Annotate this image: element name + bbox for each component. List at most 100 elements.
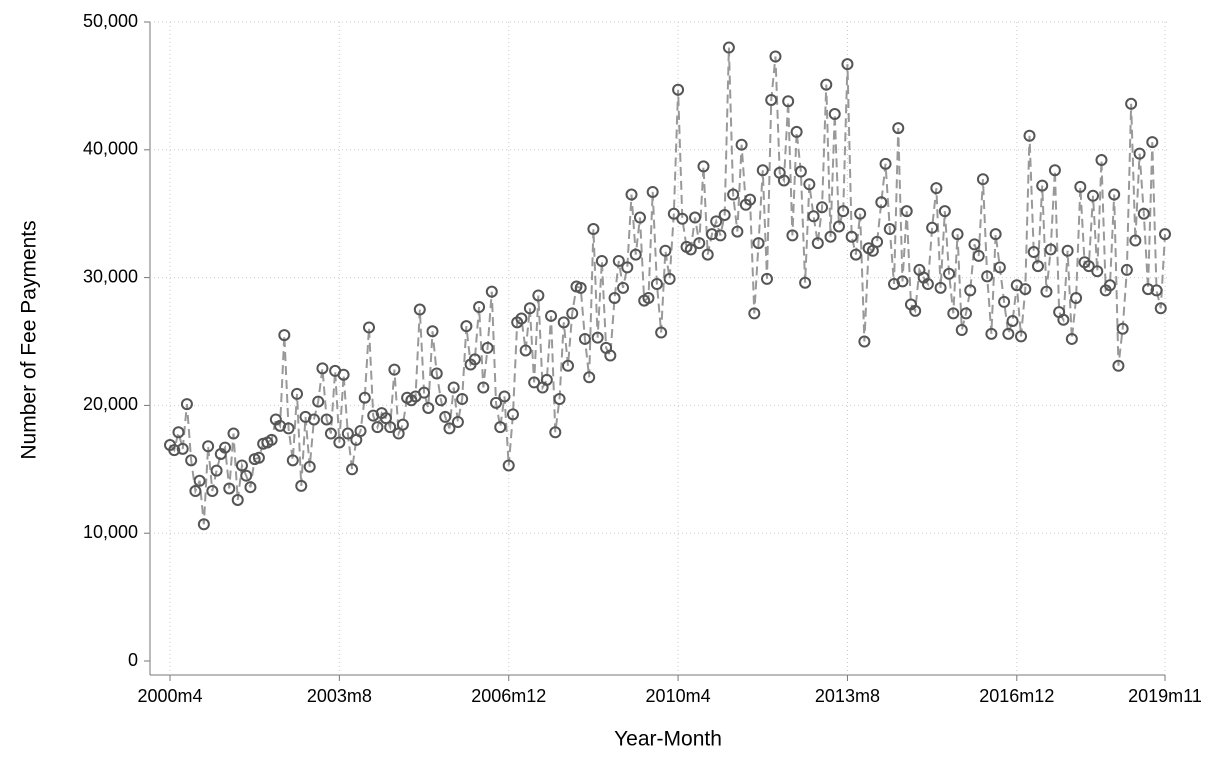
data-point	[1061, 244, 1074, 257]
data-point	[477, 381, 490, 394]
data-point	[934, 281, 947, 294]
data-point	[989, 228, 1002, 241]
data-point	[735, 138, 748, 151]
y-tick-label: 50,000	[83, 11, 138, 31]
data-point	[235, 459, 248, 472]
data-point	[926, 221, 939, 234]
data-point	[849, 248, 862, 261]
data-point	[629, 248, 642, 261]
data-point	[172, 426, 185, 439]
data-point	[820, 78, 833, 91]
data-point	[485, 285, 498, 298]
data-point	[219, 441, 232, 454]
data-point	[1125, 97, 1138, 110]
data-point	[180, 398, 193, 411]
data-point	[879, 157, 892, 170]
data-point	[185, 454, 198, 467]
data-point	[1027, 246, 1040, 259]
data-point	[604, 349, 617, 362]
data-point	[1091, 265, 1104, 278]
data-point	[502, 459, 515, 472]
data-point	[722, 41, 735, 54]
x-tick-label: 2016m12	[979, 686, 1054, 706]
data-point	[388, 363, 401, 376]
data-point	[447, 381, 460, 394]
data-point	[371, 421, 384, 434]
data-point	[871, 235, 884, 248]
data-point	[282, 422, 295, 435]
data-point	[358, 391, 371, 404]
data-point	[515, 312, 528, 325]
x-axis-title: Year-Month	[614, 728, 722, 751]
data-point	[1065, 332, 1078, 345]
data-point	[439, 410, 452, 423]
data-point	[642, 292, 655, 305]
data-point	[1006, 315, 1019, 328]
data-point	[655, 326, 668, 339]
data-point	[1103, 279, 1116, 292]
data-point	[612, 254, 625, 267]
x-tick-label: 2006m12	[471, 686, 546, 706]
data-point	[337, 368, 350, 381]
data-point	[1036, 179, 1049, 192]
data-point	[1146, 136, 1159, 149]
data-point	[1112, 359, 1125, 372]
y-tick-label: 10,000	[83, 522, 138, 542]
data-point	[363, 321, 375, 334]
data-point	[689, 211, 702, 224]
data-point	[837, 205, 850, 218]
data-point	[841, 58, 854, 71]
data-point	[1023, 129, 1036, 142]
data-point	[892, 122, 905, 135]
data-point	[782, 95, 795, 108]
data-point	[646, 185, 659, 198]
data-point	[621, 261, 634, 274]
data-point	[858, 335, 871, 348]
data-point	[587, 223, 600, 236]
data-line	[169, 47, 1166, 525]
data-point	[714, 229, 727, 242]
x-tick-label: 2013m8	[815, 686, 880, 706]
data-point	[1040, 285, 1053, 298]
data-point	[291, 387, 304, 400]
data-point	[168, 444, 181, 457]
data-point	[883, 223, 896, 236]
data-point	[955, 323, 968, 336]
data-point	[943, 267, 956, 280]
data-point	[705, 228, 718, 241]
data-point	[625, 188, 638, 201]
data-point	[295, 479, 308, 492]
data-point	[244, 481, 257, 494]
y-tick-label: 40,000	[83, 139, 138, 159]
data-point	[710, 215, 723, 228]
data-point	[265, 433, 278, 446]
data-point	[752, 237, 765, 250]
data-point	[498, 390, 511, 403]
data-point	[633, 211, 646, 224]
data-point	[418, 386, 431, 399]
data-point	[981, 270, 994, 283]
data-point	[972, 249, 985, 262]
data-point	[824, 230, 837, 243]
data-point	[578, 332, 591, 345]
data-point	[803, 178, 816, 191]
y-tick-label: 0	[128, 650, 138, 670]
data-point	[532, 289, 545, 302]
data-point	[591, 331, 604, 344]
data-point	[566, 307, 579, 320]
data-point	[976, 173, 989, 186]
data-point	[473, 300, 486, 313]
data-point	[346, 463, 359, 476]
data-point	[1095, 154, 1108, 167]
data-point	[210, 464, 223, 477]
data-point	[790, 125, 803, 138]
data-point	[1133, 147, 1146, 160]
data-point	[252, 451, 265, 464]
data-point	[490, 396, 503, 409]
data-point	[481, 341, 494, 354]
data-point	[617, 281, 630, 294]
data-point	[523, 302, 536, 315]
data-point	[1129, 234, 1142, 247]
y-tick-label: 30,000	[83, 266, 138, 286]
